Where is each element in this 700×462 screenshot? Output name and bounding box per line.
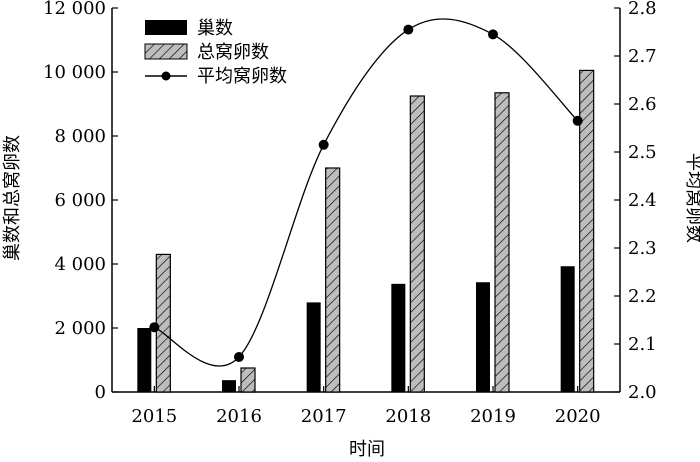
point-avg-clutch: [318, 139, 329, 150]
bar-total-clutch: [494, 92, 510, 393]
right-tick-label: 2.1: [628, 334, 657, 355]
x-axis-title: 时间: [349, 439, 385, 460]
point-avg-clutch: [572, 115, 583, 126]
left-tick-label: 0: [95, 382, 106, 403]
right-tick-label: 2.3: [628, 238, 657, 259]
legend-label-avg-clutch: 平均窝卵数: [197, 66, 287, 87]
right-tick-label: 2.6: [628, 94, 657, 115]
plot-area: 0 2 000 4 000 6 000 8 000 10 000 12 000 2.0 2.1 2…: [43, 0, 657, 427]
bar-total-clutch: [325, 167, 341, 393]
legend-label-nest-count: 巢数: [197, 18, 233, 39]
left-tick-label: 8 000: [54, 126, 106, 147]
right-tick-label: 2.7: [628, 46, 657, 67]
bar-total-clutch: [409, 95, 425, 393]
x-tick-label: 2019: [470, 406, 516, 427]
left-tick-label: 12 000: [43, 0, 106, 19]
right-tick-label: 2.8: [628, 0, 657, 19]
right-tick-label: 2.5: [628, 142, 657, 163]
series-line-avg-clutch: [154, 18, 579, 367]
legend-label-total-clutch: 总窝卵数: [197, 42, 269, 63]
bar-nest-count: [137, 328, 152, 392]
legend-swatch-total-clutch: [144, 43, 188, 60]
bar-total-clutch: [155, 253, 171, 393]
point-avg-clutch: [488, 29, 498, 40]
bar-total-clutch: [579, 69, 595, 393]
bar-nest-count: [391, 283, 406, 392]
right-tick-label: 2.2: [628, 286, 657, 307]
x-tick-label: 2018: [385, 406, 431, 427]
right-tick-label: 2.0: [628, 382, 657, 403]
x-tick-label: 2017: [301, 406, 347, 427]
left-tick-label: 2 000: [54, 318, 106, 339]
left-tick-label: 6 000: [54, 190, 106, 211]
bar-total-clutch: [240, 367, 256, 393]
right-tick-label: 2.4: [628, 190, 657, 211]
right-axis-title: 平均窝卵数: [683, 153, 700, 243]
bar-nest-count: [222, 380, 236, 392]
legend-swatch-nest-count: [145, 20, 187, 35]
left-tick-label: 4 000: [54, 254, 106, 275]
bar-nest-count: [560, 266, 575, 392]
x-tick-label: 2016: [216, 406, 262, 427]
point-avg-clutch: [234, 351, 244, 362]
bar-nest-count: [306, 302, 321, 392]
legend-marker-avg-clutch: [161, 71, 171, 81]
x-tick-label: 2020: [555, 406, 601, 427]
left-axis-title: 巢数和总窝卵数: [2, 135, 23, 261]
x-tick-label: 2015: [131, 406, 177, 427]
bar-nest-count: [476, 282, 490, 392]
point-avg-clutch: [149, 322, 160, 333]
left-tick-label: 10 000: [43, 62, 106, 83]
point-avg-clutch: [403, 24, 414, 35]
